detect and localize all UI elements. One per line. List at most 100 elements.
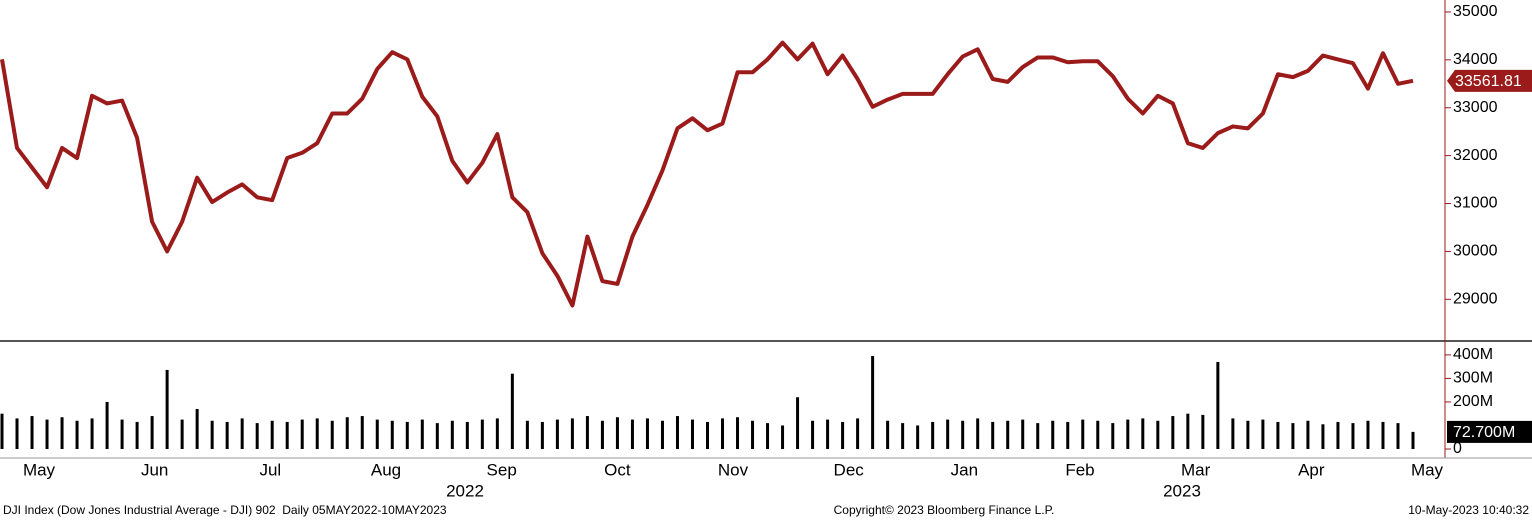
- volume-bar: [826, 419, 830, 449]
- volume-bar: [585, 416, 589, 449]
- volume-bar: [330, 420, 334, 449]
- footer-right: 10-May-2023 10:40:32: [1408, 503, 1529, 517]
- month-label: Jan: [951, 460, 978, 479]
- volume-bar: [991, 421, 995, 449]
- volume-bar: [1291, 423, 1295, 449]
- volume-bar: [675, 416, 679, 449]
- y-tick-label: 30000: [1453, 243, 1498, 260]
- volume-bar: [390, 420, 394, 449]
- y-tick-label: 32000: [1453, 147, 1498, 164]
- volume-bar: [690, 419, 694, 449]
- last-price-tag: [1447, 69, 1532, 92]
- volume-bar: [600, 420, 604, 449]
- volume-bar: [811, 420, 815, 449]
- month-label: Aug: [371, 460, 401, 479]
- year-label: 2023: [1163, 481, 1201, 500]
- volume-bar: [1381, 421, 1385, 449]
- volume-bar: [976, 418, 980, 449]
- volume-bar: [300, 419, 304, 449]
- month-label: Jun: [141, 460, 168, 479]
- volume-bar: [1156, 420, 1160, 449]
- volume-bar: [1396, 423, 1400, 449]
- last-volume-tag: [1447, 420, 1532, 443]
- year-label: 2022: [446, 481, 484, 500]
- volume-bar: [210, 420, 214, 449]
- volume-bar: [1306, 420, 1310, 449]
- volume-bar: [1171, 416, 1175, 449]
- volume-bar: [931, 421, 935, 449]
- y-tick-label: 33000: [1453, 99, 1498, 116]
- volume-bar: [465, 421, 469, 449]
- volume-bar: [495, 418, 499, 449]
- volume-bar: [0, 413, 4, 449]
- month-label: May: [1411, 460, 1444, 479]
- volume-bar: [150, 416, 154, 449]
- volume-bar: [420, 419, 424, 449]
- volume-bar: [570, 418, 574, 449]
- volume-bar: [751, 420, 755, 449]
- volume-bar: [165, 369, 169, 449]
- y-tick-label: 0: [1453, 440, 1462, 457]
- volume-bar: [1126, 419, 1130, 449]
- volume-bar: [180, 419, 184, 449]
- volume-bar: [1021, 419, 1025, 449]
- volume-bar: [1066, 421, 1070, 449]
- volume-bar: [1351, 423, 1355, 449]
- last-price-label: 33561.81: [1455, 73, 1522, 90]
- volume-bar: [1411, 431, 1415, 449]
- volume-bar: [1186, 413, 1190, 449]
- volume-bar: [1216, 361, 1220, 449]
- volume-bar: [645, 418, 649, 449]
- volume-bar: [255, 423, 259, 449]
- volume-bar: [435, 423, 439, 449]
- volume-bar: [961, 420, 965, 449]
- month-label: Feb: [1065, 460, 1094, 479]
- volume-bar: [345, 417, 349, 449]
- month-label: Oct: [604, 460, 631, 479]
- volume-bar: [901, 423, 905, 449]
- y-tick-label: 300M: [1453, 370, 1493, 387]
- volume-bar: [240, 418, 244, 449]
- price-line: [0, 40, 1414, 308]
- volume-bar: [450, 420, 454, 449]
- volume-bar: [75, 420, 79, 449]
- volume-bar: [1276, 421, 1280, 449]
- y-tick-label: 200M: [1453, 393, 1493, 410]
- volume-bar: [841, 421, 845, 449]
- month-label: Sep: [487, 460, 517, 479]
- volume-bar: [555, 419, 559, 449]
- volume-bar: [1336, 421, 1340, 449]
- volume-bar: [105, 401, 109, 449]
- volume-bar: [1051, 420, 1055, 449]
- volume-bar: [1096, 420, 1100, 449]
- volume-bar: [1036, 423, 1040, 449]
- volume-bar: [375, 419, 379, 449]
- volume-bar: [1261, 419, 1265, 449]
- volume-bar: [195, 409, 199, 449]
- volume-bar: [510, 373, 514, 449]
- volume-bar: [1141, 418, 1145, 449]
- volume-bar: [706, 421, 709, 449]
- volume-bar: [1246, 420, 1250, 449]
- volume-bar: [90, 418, 94, 449]
- volume-bar: [1231, 418, 1235, 449]
- volume-bar: [796, 397, 800, 449]
- volume-bar: [405, 421, 409, 449]
- volume-bar: [135, 421, 139, 449]
- volume-bar: [660, 420, 664, 449]
- volume-bar: [766, 423, 770, 449]
- volume-bar: [615, 417, 619, 449]
- y-tick-label: 35000: [1453, 3, 1498, 20]
- footer-center: Copyright© 2023 Bloomberg Finance L.P.: [834, 503, 1055, 517]
- volume-bar: [540, 421, 544, 449]
- volume-bar: [1366, 420, 1370, 449]
- volume-bar: [285, 421, 289, 449]
- month-label: May: [23, 460, 56, 479]
- volume-bar: [630, 419, 634, 449]
- volume-bar: [270, 420, 274, 449]
- volume-bar: [1081, 419, 1085, 449]
- volume-bar: [1321, 424, 1325, 449]
- volume-bar: [916, 425, 920, 449]
- last-volume-label: 72.700M: [1453, 424, 1515, 441]
